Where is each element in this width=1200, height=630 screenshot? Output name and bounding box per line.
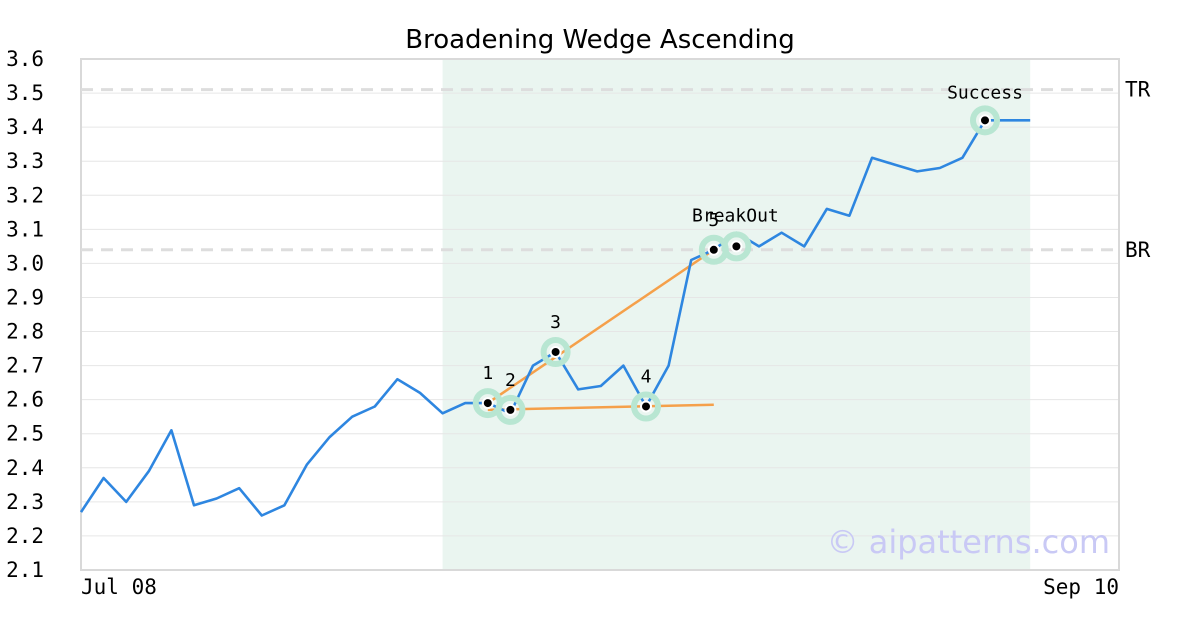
y-tick-label: 2.5 [6,422,44,446]
pattern-point-label: 5 [708,210,719,231]
reference-line-label: TR [1125,78,1151,102]
annotation-label: BreakOut [692,205,779,226]
y-tick-label: 3.6 [6,47,44,71]
marker-ring [721,231,752,262]
watermark: © aipatterns.com [827,523,1110,561]
pattern-point-label: 3 [550,312,561,333]
pattern-point-3 [540,336,571,367]
y-tick-label: 2.9 [6,285,44,309]
marker-dot [640,400,652,413]
trend-line [487,248,715,405]
marker-dot [481,397,494,410]
marker-dot [549,345,562,358]
pattern-point-2 [495,394,526,425]
y-tick-label: 3.2 [6,183,44,207]
plot-frame [80,58,1120,571]
marker-dot [504,403,517,416]
x-tick-label: Sep 10 [1043,575,1119,599]
marker-dot [707,243,720,256]
annotation-point-success [970,105,1000,136]
reference-line-label: BR [1125,238,1151,262]
y-tick-label: 2.6 [6,388,44,412]
marker-dot [730,240,743,253]
y-tick-label: 2.7 [6,354,44,378]
plot-area: 3.6 3.5 3.4 3.3 3.2 3.1 3.0 2.9 2.8 2.7 2.6 2.5 2.4 2… [6,47,1151,599]
y-tick-label: 2.1 [6,558,44,582]
pattern-point-4 [631,391,661,422]
pattern-point-label: 4 [641,366,652,387]
y-tick-label: 2.3 [6,490,44,514]
y-tick-label: 2.8 [6,320,44,344]
y-tick-label: 2.2 [6,524,44,548]
marker-ring [631,391,661,422]
x-tick-label: Jul 08 [81,575,157,599]
highlight-region [442,59,1031,570]
marker-dot [979,114,991,127]
marker-ring [540,336,571,367]
y-tick-label: 3.1 [6,217,44,241]
annotation-label: Success [947,82,1023,103]
y-tick-label: 3.3 [6,149,44,173]
chart-title: Broadening Wedge Ascending [405,25,795,55]
y-tick-label: 3.0 [6,251,44,275]
marker-ring [970,105,1000,136]
pattern-point-label: 2 [505,370,516,391]
y-tick-label: 3.4 [6,115,44,139]
annotation-point-breakout [721,231,752,262]
trend-line [487,403,714,412]
y-tick-label: 3.5 [6,81,44,105]
y-tick-label: 2.4 [6,456,44,480]
pattern-point-label: 1 [482,363,493,384]
marker-ring [495,394,526,425]
